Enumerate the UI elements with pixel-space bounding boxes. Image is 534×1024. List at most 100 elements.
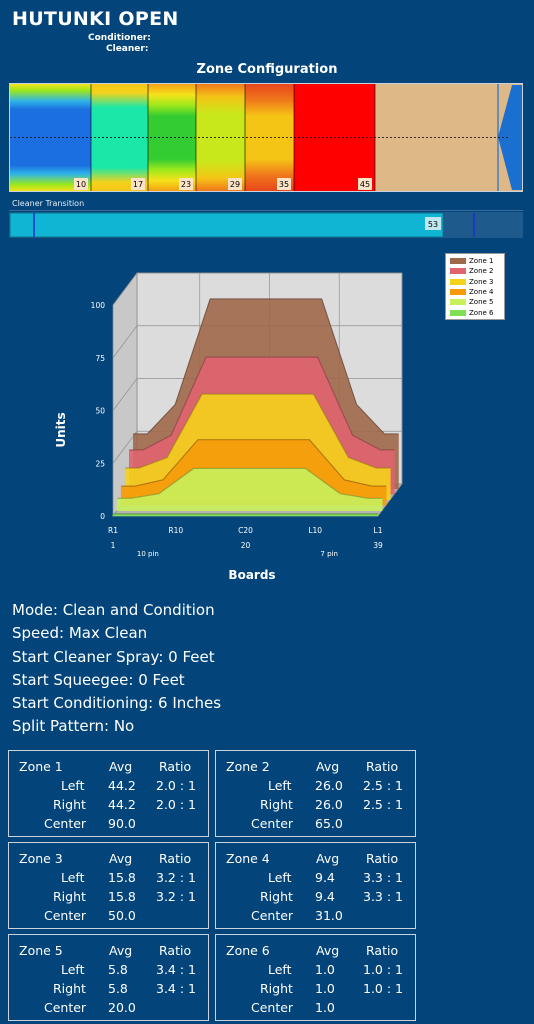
x-tick-label: C20	[238, 526, 253, 535]
left-ratio-value: 2.0 : 1	[156, 778, 196, 793]
right-avg-value: 1.0	[315, 981, 335, 996]
legend-label: Zone 2	[469, 267, 494, 276]
zone-config-title: Zone Configuration	[196, 62, 338, 77]
avg-header: Avg	[109, 759, 133, 774]
left-label: Left	[61, 870, 85, 885]
zone-name: Zone 6	[226, 943, 270, 958]
legend-item: Zone 5	[450, 297, 504, 307]
y-axis-title: Units	[54, 412, 68, 447]
ratio-header: Ratio	[159, 851, 192, 866]
cleaner-label: Cleaner:	[106, 44, 149, 54]
legend-label: Zone 4	[469, 288, 494, 297]
legend-item: Zone 1	[450, 256, 504, 266]
cleaner-transition-label: Cleaner Transition	[12, 199, 85, 208]
zone-table-1: Zone 1 Avg Ratio Left 44.2 2.0 : 1 Right 44.2 2.…	[8, 750, 209, 837]
legend-swatch	[450, 258, 466, 265]
left-avg-value: 1.0	[315, 962, 335, 977]
area-ridge	[121, 439, 387, 487]
left-label: Left	[268, 778, 292, 793]
left-label: Left	[61, 778, 85, 793]
center-label: Center	[251, 1000, 294, 1015]
center-avg-value: 65.0	[315, 816, 343, 831]
board-number-label: 1	[111, 541, 116, 550]
right-ratio-value: 2.0 : 1	[156, 797, 196, 812]
x-tick-label: R1	[108, 526, 118, 535]
area-ridge	[117, 467, 383, 499]
center-label: Center	[251, 908, 294, 923]
y-tick-label: 0	[100, 512, 105, 521]
right-label: Right	[53, 981, 86, 996]
legend-swatch	[450, 278, 466, 285]
page-title: HUTUNKI OPEN	[12, 8, 179, 30]
y-tick-label: 50	[95, 407, 105, 416]
area-series-6	[112, 513, 379, 517]
center-avg-value: 20.0	[108, 1000, 136, 1015]
legend-label: Zone 3	[469, 277, 494, 286]
left-label: Left	[268, 870, 292, 885]
board-number-label: 20	[241, 541, 251, 550]
zone-end-value: 23	[181, 180, 191, 189]
left-avg-value: 26.0	[315, 778, 343, 793]
legend-swatch	[450, 268, 466, 275]
pin-label: 7 pin	[320, 550, 338, 558]
left-ratio-value: 2.5 : 1	[363, 778, 403, 793]
cleaner-transition-bar: 53	[9, 212, 523, 238]
zone-end-value: 17	[133, 180, 143, 189]
right-avg-value: 15.8	[108, 889, 136, 904]
pin-label: 10 pin	[137, 550, 159, 558]
legend-label: Zone 1	[469, 257, 494, 266]
area-ridge	[125, 393, 391, 469]
zone-table-5: Zone 5 Avg Ratio Left 5.8 3.4 : 1 Right 5.8 3.4 …	[8, 934, 209, 1021]
right-ratio-value: 3.2 : 1	[156, 889, 196, 904]
ratio-header: Ratio	[366, 943, 399, 958]
x-tick-label: R10	[168, 526, 183, 535]
ratio-header: Ratio	[159, 943, 192, 958]
left-label: Left	[268, 962, 292, 977]
avg-header: Avg	[316, 759, 340, 774]
zone-table-3: Zone 3 Avg Ratio Left 15.8 3.2 : 1 Right 15.8 3.…	[8, 842, 209, 929]
right-ratio-value: 3.4 : 1	[156, 981, 196, 996]
speed-text: Speed: Max Clean	[12, 624, 148, 643]
center-label: Center	[44, 816, 87, 831]
left-avg-value: 9.4	[315, 870, 335, 885]
center-avg-value: 50.0	[108, 908, 136, 923]
left-avg-value: 15.8	[108, 870, 136, 885]
zone-end-value: 45	[360, 180, 370, 189]
area-ridge	[129, 356, 395, 451]
right-label: Right	[260, 889, 293, 904]
legend-swatch	[450, 289, 466, 296]
right-avg-value: 5.8	[108, 981, 128, 996]
x-tick-label: L10	[308, 526, 322, 535]
y-tick-label: 100	[91, 301, 106, 310]
zone-end-value: 10	[76, 180, 86, 189]
cleaner-spray-text: Start Cleaner Spray: 0 Feet	[12, 647, 215, 666]
zone-4-band	[196, 84, 245, 191]
center-avg-value: 90.0	[108, 816, 136, 831]
zone-name: Zone 4	[226, 851, 270, 866]
zone-name: Zone 3	[19, 851, 63, 866]
y-tick-label: 75	[95, 354, 105, 363]
right-label: Right	[260, 981, 293, 996]
left-label: Left	[61, 962, 85, 977]
pattern-info: Mode: Clean and Condition Speed: Max Cle…	[12, 599, 221, 739]
zone-table-4: Zone 4 Avg Ratio Left 9.4 3.3 : 1 Right 9.4 3.3 …	[215, 842, 416, 929]
right-avg-value: 44.2	[108, 797, 136, 812]
zone-name: Zone 5	[19, 943, 63, 958]
legend-swatch	[450, 299, 466, 306]
x-axis-title: Boards	[228, 568, 275, 582]
right-ratio-value: 3.3 : 1	[363, 889, 403, 904]
legend-label: Zone 6	[469, 308, 494, 317]
legend-item: Zone 4	[450, 287, 504, 297]
right-ratio-value: 1.0 : 1	[363, 981, 403, 996]
right-ratio-value: 2.5 : 1	[363, 797, 403, 812]
right-avg-value: 26.0	[315, 797, 343, 812]
zone-end-value: 29	[230, 180, 240, 189]
legend-item: Zone 3	[450, 277, 504, 287]
avg-header: Avg	[316, 851, 340, 866]
legend-label: Zone 5	[469, 298, 494, 307]
cleaner-transition-fill	[10, 213, 443, 237]
mode-text: Mode: Clean and Condition	[12, 601, 215, 619]
zone-name: Zone 2	[226, 759, 270, 774]
avg-header: Avg	[316, 943, 340, 958]
